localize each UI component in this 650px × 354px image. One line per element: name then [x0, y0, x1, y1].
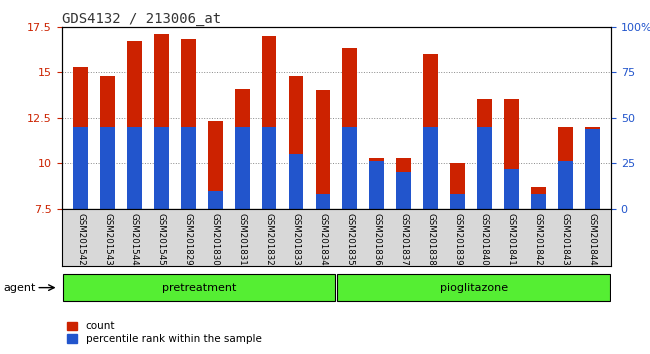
Bar	[558, 127, 573, 209]
Bar	[127, 41, 142, 127]
Text: GSM201830: GSM201830	[211, 213, 220, 266]
Text: GDS4132 / 213006_at: GDS4132 / 213006_at	[62, 12, 221, 27]
Text: GSM201838: GSM201838	[426, 213, 435, 266]
Text: GSM201545: GSM201545	[157, 213, 166, 266]
Bar	[477, 99, 492, 127]
Text: GSM201834: GSM201834	[318, 213, 328, 266]
Bar	[369, 158, 384, 161]
Text: GSM201840: GSM201840	[480, 213, 489, 266]
Text: GSM201842: GSM201842	[534, 213, 543, 266]
Bar	[423, 54, 438, 127]
Bar	[127, 127, 142, 209]
Bar	[585, 127, 599, 129]
FancyBboxPatch shape	[337, 274, 610, 301]
Bar	[531, 194, 546, 209]
Text: GSM201829: GSM201829	[184, 213, 193, 266]
Bar	[100, 127, 115, 209]
Bar	[315, 90, 330, 194]
Bar	[477, 127, 492, 209]
Bar	[235, 127, 250, 209]
Text: GSM201835: GSM201835	[345, 213, 354, 266]
Bar	[450, 194, 465, 209]
Bar	[369, 158, 384, 209]
Bar	[208, 190, 222, 209]
Bar	[73, 127, 88, 209]
Bar	[181, 39, 196, 127]
Bar	[558, 127, 573, 161]
Text: GSM201839: GSM201839	[453, 213, 462, 266]
Bar	[100, 76, 115, 127]
Bar	[343, 48, 358, 127]
Bar	[262, 36, 276, 127]
Text: GSM201544: GSM201544	[130, 213, 139, 266]
Bar	[504, 169, 519, 209]
Bar	[289, 154, 304, 209]
Bar	[154, 34, 169, 127]
FancyBboxPatch shape	[63, 274, 335, 301]
Text: GSM201843: GSM201843	[561, 213, 570, 266]
Bar	[531, 187, 546, 194]
Legend: count, percentile rank within the sample: count, percentile rank within the sample	[67, 321, 261, 344]
Bar	[181, 127, 196, 209]
Bar	[450, 163, 465, 194]
Bar	[262, 127, 276, 209]
Text: GSM201837: GSM201837	[399, 213, 408, 266]
Text: GSM201844: GSM201844	[588, 213, 597, 266]
Bar	[585, 127, 599, 209]
Text: pretreatment: pretreatment	[162, 282, 236, 293]
Bar	[235, 88, 250, 127]
Text: GSM201832: GSM201832	[265, 213, 274, 266]
Bar	[289, 76, 304, 154]
Text: GSM201841: GSM201841	[507, 213, 516, 266]
Text: GSM201543: GSM201543	[103, 213, 112, 266]
Bar	[154, 127, 169, 209]
Text: pioglitazone: pioglitazone	[439, 282, 508, 293]
Bar	[396, 158, 411, 209]
Text: agent: agent	[3, 282, 36, 293]
Bar	[504, 99, 519, 169]
Text: GSM201542: GSM201542	[76, 213, 85, 266]
Bar	[423, 127, 438, 209]
Text: GSM201836: GSM201836	[372, 213, 382, 266]
Bar	[396, 158, 411, 172]
Bar	[208, 121, 222, 190]
Bar	[315, 194, 330, 209]
Bar	[73, 67, 88, 127]
Text: GSM201831: GSM201831	[238, 213, 246, 266]
Bar	[343, 127, 358, 209]
Text: GSM201833: GSM201833	[291, 213, 300, 266]
